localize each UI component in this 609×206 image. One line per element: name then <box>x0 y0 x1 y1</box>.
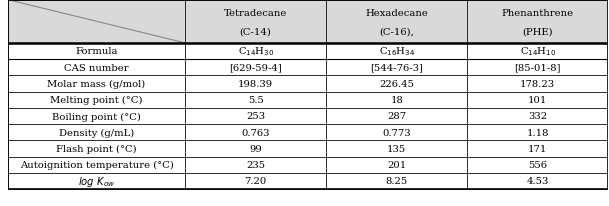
Text: Molar mass (g/mol): Molar mass (g/mol) <box>48 80 146 89</box>
Text: $\it{log}\ K_{ow}$: $\it{log}\ K_{ow}$ <box>78 174 115 188</box>
Text: Formula: Formula <box>76 47 118 56</box>
Bar <box>8 124 185 141</box>
Text: (C-16),: (C-16), <box>379 27 414 36</box>
Text: C$_{16}$H$_{34}$: C$_{16}$H$_{34}$ <box>379 45 415 58</box>
Bar <box>467 124 608 141</box>
Text: C$_{14}$H$_{10}$: C$_{14}$H$_{10}$ <box>519 45 556 58</box>
Text: 101: 101 <box>528 96 547 105</box>
Bar <box>467 141 608 157</box>
Text: Tetradecane: Tetradecane <box>224 9 287 18</box>
Bar <box>8 141 185 157</box>
Bar <box>467 76 608 92</box>
Bar <box>185 92 326 108</box>
Text: 287: 287 <box>387 112 406 121</box>
Bar <box>326 44 467 60</box>
Bar <box>467 157 608 173</box>
Text: Autoignition temperature (°C): Autoignition temperature (°C) <box>19 160 174 170</box>
Text: Boiling point (°C): Boiling point (°C) <box>52 112 141 121</box>
Bar <box>8 44 185 60</box>
Bar <box>326 92 467 108</box>
Bar <box>8 157 185 173</box>
Bar <box>467 173 608 189</box>
Text: 7.20: 7.20 <box>244 177 267 186</box>
Bar <box>8 92 185 108</box>
Text: 8.25: 8.25 <box>385 177 408 186</box>
Text: 4.53: 4.53 <box>527 177 549 186</box>
Bar <box>8 108 185 124</box>
Text: 135: 135 <box>387 144 406 153</box>
Text: 198.39: 198.39 <box>238 80 273 89</box>
Bar <box>326 141 467 157</box>
Text: [544-76-3]: [544-76-3] <box>370 63 423 72</box>
Text: (C-14): (C-14) <box>240 27 272 36</box>
Bar <box>467 1 608 44</box>
Text: 332: 332 <box>528 112 547 121</box>
Text: Flash point (°C): Flash point (°C) <box>56 144 137 153</box>
Bar <box>8 76 185 92</box>
Text: 556: 556 <box>528 160 547 169</box>
Text: 5.5: 5.5 <box>248 96 264 105</box>
Bar <box>467 108 608 124</box>
Bar <box>8 173 185 189</box>
Bar <box>326 173 467 189</box>
Text: 0.763: 0.763 <box>241 128 270 137</box>
Bar <box>185 1 326 44</box>
Bar <box>326 1 467 44</box>
Text: 0.773: 0.773 <box>382 128 411 137</box>
Bar <box>185 124 326 141</box>
Bar <box>185 157 326 173</box>
Text: CAS number: CAS number <box>64 63 129 72</box>
Bar <box>185 141 326 157</box>
Text: Density (g/mL): Density (g/mL) <box>59 128 134 137</box>
Bar <box>8 1 185 44</box>
Bar <box>185 108 326 124</box>
Text: 178.23: 178.23 <box>520 80 555 89</box>
Text: Hexadecane: Hexadecane <box>365 9 428 18</box>
Bar <box>185 173 326 189</box>
Text: 171: 171 <box>528 144 547 153</box>
Text: [629-59-4]: [629-59-4] <box>229 63 282 72</box>
Text: 235: 235 <box>246 160 265 169</box>
Bar <box>8 60 185 76</box>
Bar <box>326 60 467 76</box>
Text: Melting point (°C): Melting point (°C) <box>51 96 143 105</box>
Bar <box>467 60 608 76</box>
Bar <box>185 44 326 60</box>
Text: 253: 253 <box>246 112 265 121</box>
Bar <box>467 92 608 108</box>
Text: [85-01-8]: [85-01-8] <box>515 63 561 72</box>
Text: Phenanthrene: Phenanthrene <box>502 9 574 18</box>
Bar <box>326 76 467 92</box>
Text: 226.45: 226.45 <box>379 80 414 89</box>
Bar <box>185 60 326 76</box>
Bar <box>326 108 467 124</box>
Text: 18: 18 <box>390 96 403 105</box>
Text: (PHE): (PHE) <box>523 27 553 36</box>
Text: C$_{14}$H$_{30}$: C$_{14}$H$_{30}$ <box>238 45 274 58</box>
Bar <box>326 124 467 141</box>
Text: 99: 99 <box>249 144 262 153</box>
Bar <box>326 157 467 173</box>
Text: 1.18: 1.18 <box>527 128 549 137</box>
Bar <box>467 44 608 60</box>
Bar <box>185 76 326 92</box>
Text: 201: 201 <box>387 160 406 169</box>
